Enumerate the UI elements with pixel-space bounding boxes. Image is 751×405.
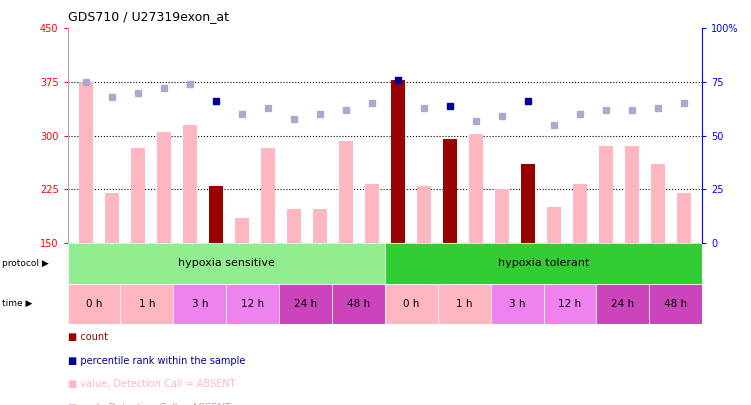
- Bar: [625, 147, 639, 243]
- Bar: [391, 80, 405, 243]
- Text: 48 h: 48 h: [664, 299, 687, 309]
- Text: ■ value, Detection Call = ABSENT: ■ value, Detection Call = ABSENT: [68, 379, 235, 389]
- Bar: [209, 186, 223, 243]
- Bar: [104, 193, 119, 243]
- Bar: [279, 284, 332, 324]
- Bar: [235, 218, 249, 243]
- Bar: [599, 147, 613, 243]
- Bar: [339, 141, 353, 243]
- Text: 0 h: 0 h: [86, 299, 102, 309]
- Bar: [385, 243, 702, 284]
- Bar: [495, 190, 509, 243]
- Bar: [490, 284, 544, 324]
- Bar: [173, 284, 226, 324]
- Text: 3 h: 3 h: [509, 299, 526, 309]
- Bar: [182, 125, 197, 243]
- Bar: [438, 284, 490, 324]
- Bar: [332, 284, 385, 324]
- Bar: [287, 209, 301, 243]
- Bar: [417, 186, 431, 243]
- Text: 24 h: 24 h: [611, 299, 635, 309]
- Bar: [544, 284, 596, 324]
- Bar: [312, 209, 327, 243]
- Bar: [385, 284, 438, 324]
- Text: 24 h: 24 h: [294, 299, 317, 309]
- Text: 12 h: 12 h: [559, 299, 581, 309]
- Text: hypoxia tolerant: hypoxia tolerant: [498, 258, 590, 268]
- Bar: [469, 134, 483, 243]
- Bar: [120, 284, 173, 324]
- Bar: [261, 148, 275, 243]
- Bar: [573, 183, 587, 243]
- Bar: [650, 284, 702, 324]
- Bar: [596, 284, 650, 324]
- Text: 1 h: 1 h: [139, 299, 155, 309]
- Bar: [68, 284, 120, 324]
- Bar: [520, 164, 535, 243]
- Text: hypoxia sensitive: hypoxia sensitive: [178, 258, 275, 268]
- Text: 12 h: 12 h: [241, 299, 264, 309]
- Bar: [68, 243, 385, 284]
- Bar: [131, 148, 145, 243]
- Text: GDS710 / U27319exon_at: GDS710 / U27319exon_at: [68, 10, 228, 23]
- Bar: [79, 82, 93, 243]
- Text: protocol ▶: protocol ▶: [2, 259, 48, 268]
- Text: ■ count: ■ count: [68, 332, 107, 342]
- Text: ■ rank, Detection Call = ABSENT: ■ rank, Detection Call = ABSENT: [68, 403, 231, 405]
- Text: ■ percentile rank within the sample: ■ percentile rank within the sample: [68, 356, 245, 366]
- Text: 48 h: 48 h: [347, 299, 370, 309]
- Text: 0 h: 0 h: [403, 299, 420, 309]
- Bar: [365, 183, 379, 243]
- Bar: [547, 207, 561, 243]
- Bar: [443, 139, 457, 243]
- Bar: [677, 193, 691, 243]
- Text: 3 h: 3 h: [192, 299, 208, 309]
- Bar: [157, 132, 171, 243]
- Text: time ▶: time ▶: [2, 299, 32, 308]
- Text: 1 h: 1 h: [456, 299, 472, 309]
- Bar: [226, 284, 279, 324]
- Bar: [651, 164, 665, 243]
